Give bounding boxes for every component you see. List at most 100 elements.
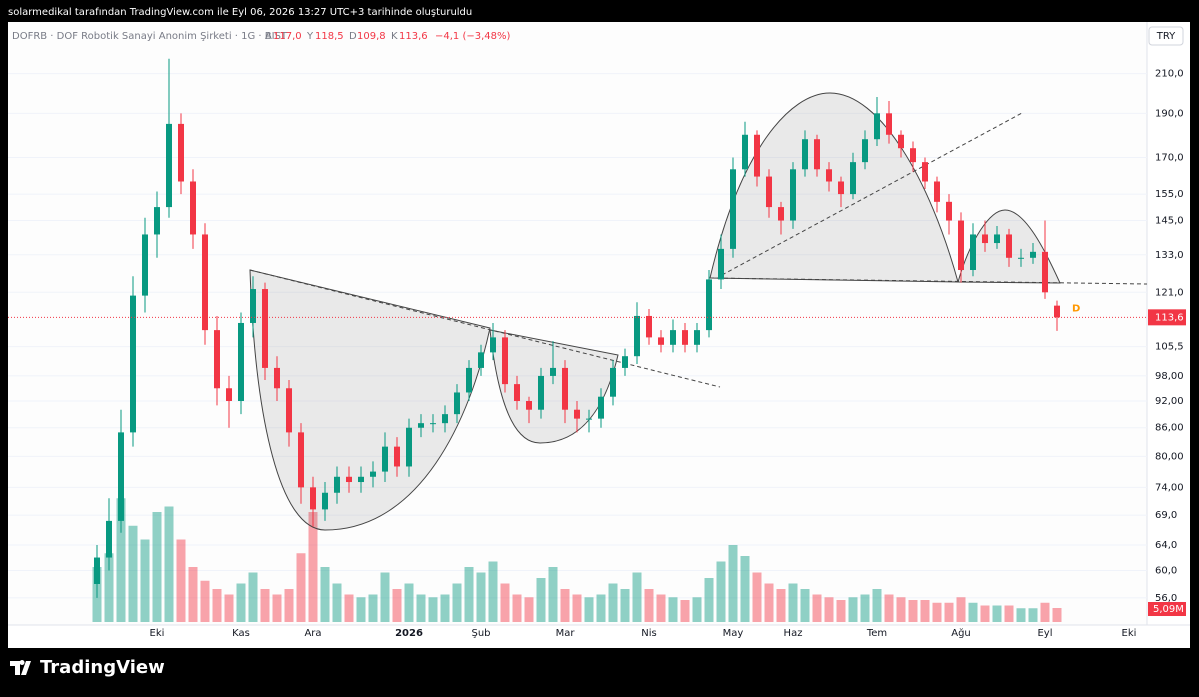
volume-bar (584, 597, 594, 622)
volume-bar (152, 512, 162, 622)
volume-bar (524, 597, 534, 622)
volume-bar (236, 583, 246, 622)
candle-body (226, 388, 232, 401)
candle-body (742, 134, 748, 170)
logo-mark (10, 660, 31, 675)
y-tick-label: 92,00 (1155, 396, 1184, 407)
volume-bar (860, 594, 870, 622)
labels: 56,0 60,0 64,0 69,0 74,00 80,00 86,00 92,00 98,0… (150, 69, 1186, 639)
y-tick-label: 60,0 (1155, 566, 1177, 577)
volume-bar (404, 583, 414, 622)
volume-bar (296, 553, 306, 622)
candle-body (106, 520, 112, 558)
x-tick-label: Mar (556, 628, 576, 639)
candle-body (694, 330, 700, 345)
volume-bar (164, 506, 174, 622)
head-shape (709, 92, 959, 283)
candle-body (982, 234, 988, 244)
volume-bar (824, 597, 834, 622)
candle-body (706, 279, 712, 331)
volume-bar (656, 594, 666, 622)
brand: TradingView (40, 657, 165, 678)
candle-body (922, 162, 928, 182)
volume-bar (392, 589, 402, 622)
volume-bar (680, 600, 690, 622)
legend-key: A (265, 31, 272, 42)
candle-body (358, 476, 364, 483)
volume-bar (128, 525, 138, 622)
volume-bar (548, 567, 558, 622)
volume-bar (416, 594, 426, 622)
legend-value: 109,8 (357, 31, 386, 42)
candle-body (370, 471, 376, 477)
candle-body (1030, 251, 1036, 258)
candle-body (838, 181, 844, 195)
legend-key: D (349, 31, 357, 42)
candle-body (142, 234, 148, 296)
dividend-marker: D (1072, 303, 1080, 314)
plot-area (8, 22, 1147, 625)
volume-bar (320, 567, 330, 622)
legend-value: 117,0 (273, 31, 302, 42)
volume-bar (716, 561, 726, 622)
volume-bar (368, 594, 378, 622)
volume-bar (224, 594, 234, 622)
candle-body (118, 432, 124, 521)
symbol: DOFRB · DOF Robotik Sanayi Anonim Şirket… (12, 31, 288, 42)
volume-bar (248, 572, 258, 622)
candle-body (430, 423, 436, 425)
candle-body (1018, 257, 1024, 259)
y-tick-label: 145,0 (1155, 216, 1184, 227)
volume-bar (812, 594, 822, 622)
trend-line (249, 269, 721, 388)
candle-body (478, 352, 484, 368)
candle-body (262, 289, 268, 368)
last-price-label: 113,6 (1155, 312, 1184, 323)
candle-body (454, 392, 460, 415)
candle-body (1042, 251, 1048, 293)
candle-body (382, 446, 388, 472)
y-tick-label: 190,0 (1155, 108, 1184, 119)
y-tick-label: 155,0 (1155, 189, 1184, 200)
candle-body (670, 330, 676, 345)
candle-body (250, 289, 256, 323)
candle-body (394, 446, 400, 467)
volume-bar (380, 572, 390, 622)
logo (10, 660, 31, 675)
volume-bar (932, 602, 942, 622)
volume-bar (488, 561, 498, 622)
x-tick-label: Haz (784, 628, 803, 639)
last-volume-label: 5,09M (1153, 604, 1184, 615)
candle-body (238, 322, 244, 401)
volume-bar (620, 589, 630, 622)
candle-body (322, 492, 328, 510)
candle-body (766, 176, 772, 208)
y-tick-label: 133,0 (1155, 250, 1184, 261)
candle-body (610, 367, 616, 397)
candle-body (1006, 234, 1012, 258)
candle-body (598, 396, 604, 419)
neck-line (709, 277, 1148, 285)
currency[interactable]: TRY (1156, 31, 1176, 42)
candle-body (418, 423, 424, 428)
volume-bar (512, 594, 522, 622)
x-tick-label: Nis (641, 628, 656, 639)
candle-body (778, 207, 784, 221)
currency-button[interactable] (1148, 26, 1184, 46)
candle-body (754, 134, 760, 177)
caption: solarmedikal tarafından TradingView.com … (8, 7, 472, 18)
candle-body (622, 356, 628, 368)
candle-body (682, 330, 688, 345)
candle-body (946, 201, 952, 221)
x-tick-label: Tem (866, 628, 887, 639)
volume-bar (1028, 608, 1038, 622)
candle-body (898, 134, 904, 149)
candle-body (718, 248, 724, 280)
candle-body (1054, 305, 1060, 318)
volume-bar (536, 578, 546, 622)
volume-bar (668, 597, 678, 622)
candle-body (850, 162, 856, 195)
candle-body (190, 181, 196, 235)
candle-body (802, 139, 808, 170)
candle-body (970, 234, 976, 271)
